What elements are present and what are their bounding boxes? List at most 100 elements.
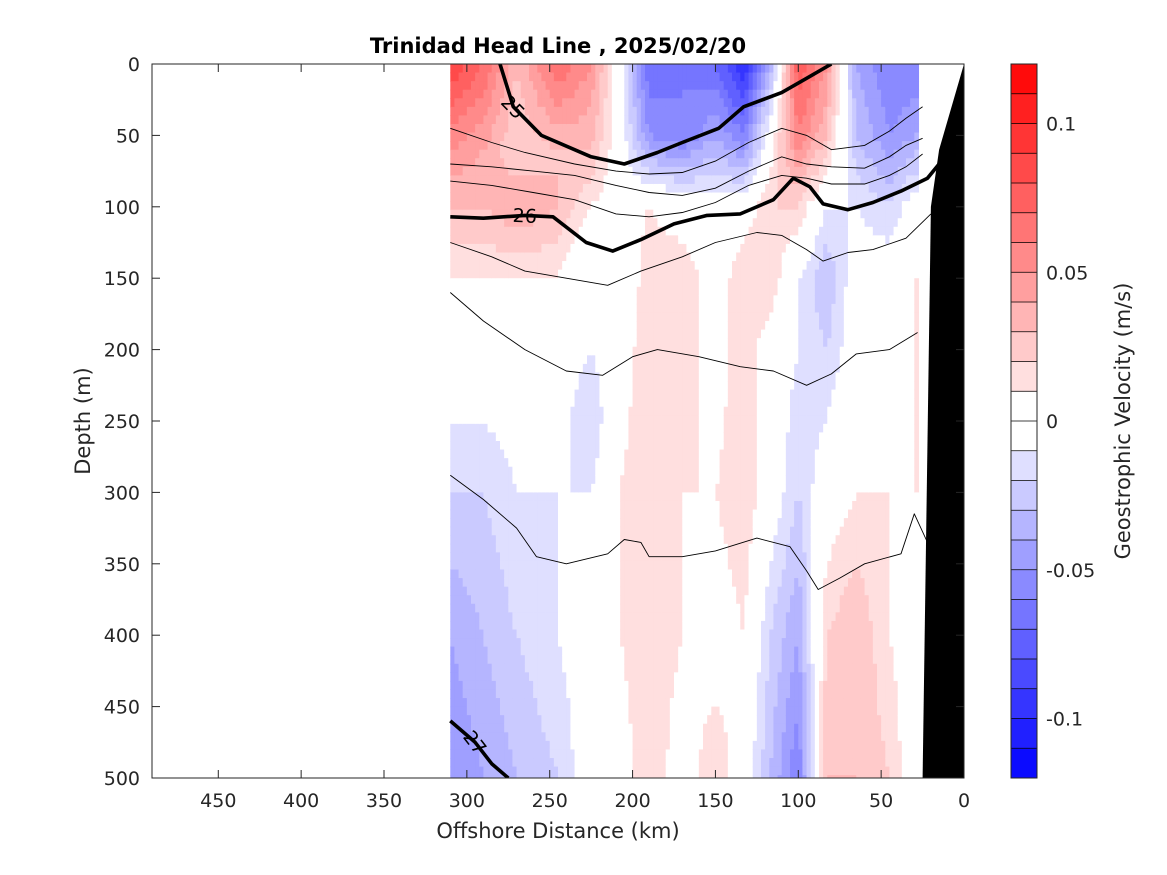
velocity-cell	[500, 740, 505, 751]
velocity-cell	[558, 226, 563, 236]
velocity-cell	[450, 106, 456, 117]
velocity-cell	[537, 449, 543, 459]
velocity-cell	[529, 655, 534, 665]
velocity-cell	[545, 209, 551, 219]
velocity-cell	[483, 698, 489, 708]
velocity-cell	[640, 543, 646, 553]
velocity-cell	[624, 89, 630, 99]
velocity-cell	[686, 372, 692, 382]
velocity-cell	[616, 132, 621, 142]
velocity-cell	[591, 646, 596, 656]
velocity-cell	[645, 749, 650, 759]
velocity-cell	[603, 646, 609, 656]
velocity-cell	[574, 706, 580, 716]
velocity-cell	[537, 141, 543, 151]
velocity-cell	[632, 655, 638, 665]
velocity-cell	[570, 115, 576, 125]
velocity-cell	[657, 123, 663, 134]
velocity-cell	[665, 295, 671, 305]
velocity-cell	[479, 672, 485, 682]
velocity-cell	[558, 749, 563, 759]
velocity-cell	[599, 440, 605, 451]
velocity-cell	[524, 466, 530, 476]
velocity-cell	[649, 518, 654, 528]
velocity-cell	[520, 680, 526, 691]
velocity-cell	[562, 775, 567, 778]
velocity-cell	[562, 209, 567, 219]
velocity-cell	[487, 595, 493, 605]
velocity-cell	[595, 278, 601, 288]
velocity-cell	[500, 595, 505, 605]
velocity-cell	[578, 218, 584, 228]
velocity-cell	[632, 243, 638, 254]
velocity-cell	[686, 715, 692, 725]
velocity-cell	[682, 749, 688, 759]
velocity-cell	[611, 620, 617, 631]
velocity-cell	[599, 698, 605, 708]
velocity-cell	[607, 235, 613, 245]
velocity-cell	[607, 183, 613, 194]
velocity-cell	[458, 595, 464, 605]
velocity-cell	[487, 518, 493, 528]
velocity-cell	[599, 689, 605, 699]
velocity-cell	[599, 749, 605, 759]
velocity-cell	[545, 201, 551, 211]
velocity-cell	[487, 132, 493, 142]
velocity-cell	[582, 355, 588, 365]
velocity-cell	[450, 680, 456, 691]
velocity-cell	[475, 586, 480, 596]
velocity-cell	[574, 723, 580, 733]
velocity-cell	[466, 406, 472, 416]
velocity-cell	[682, 715, 688, 725]
velocity-cell	[636, 81, 642, 91]
velocity-cell	[458, 141, 464, 151]
velocity-cell	[620, 252, 625, 262]
velocity-cell	[529, 466, 534, 476]
velocity-cell	[611, 72, 617, 82]
velocity-cell	[553, 655, 559, 665]
velocity-cell	[595, 715, 601, 725]
velocity-cell	[466, 432, 472, 442]
velocity-cell	[632, 775, 638, 778]
velocity-cell	[450, 603, 456, 613]
velocity-cell	[504, 183, 509, 194]
velocity-cell	[566, 432, 572, 442]
velocity-cell	[661, 363, 667, 374]
velocity-cell	[466, 192, 472, 202]
velocity-cell	[471, 209, 476, 219]
velocity-cell	[541, 466, 547, 476]
velocity-cell	[524, 372, 530, 382]
velocity-cell	[533, 141, 538, 151]
velocity-cell	[678, 603, 683, 613]
velocity-cell	[649, 698, 654, 708]
velocity-cell	[491, 646, 497, 656]
velocity-cell	[690, 389, 696, 399]
velocity-cell	[516, 715, 522, 725]
velocity-cell	[595, 509, 601, 519]
velocity-cell	[562, 706, 567, 716]
velocity-cell	[661, 158, 667, 168]
velocity-cell	[537, 372, 543, 382]
velocity-cell	[475, 466, 480, 476]
velocity-cell	[558, 338, 563, 348]
velocity-cell	[645, 106, 650, 117]
velocity-cell	[549, 235, 555, 245]
velocity-cell	[603, 603, 609, 613]
velocity-cell	[632, 346, 638, 356]
velocity-cell	[466, 586, 472, 596]
velocity-cell	[649, 689, 654, 699]
velocity-cell	[566, 543, 572, 553]
velocity-cell	[545, 312, 551, 322]
velocity-cell	[495, 381, 501, 391]
velocity-cell	[624, 715, 630, 725]
velocity-cell	[570, 89, 576, 99]
velocity-cell	[624, 372, 630, 382]
velocity-cell	[690, 98, 696, 108]
velocity-cell	[454, 706, 460, 716]
velocity-cell	[483, 509, 489, 519]
velocity-cell	[657, 560, 663, 571]
velocity-cell	[591, 218, 596, 228]
velocity-cell	[545, 740, 551, 751]
velocity-cell	[549, 698, 555, 708]
velocity-cell	[607, 526, 613, 536]
